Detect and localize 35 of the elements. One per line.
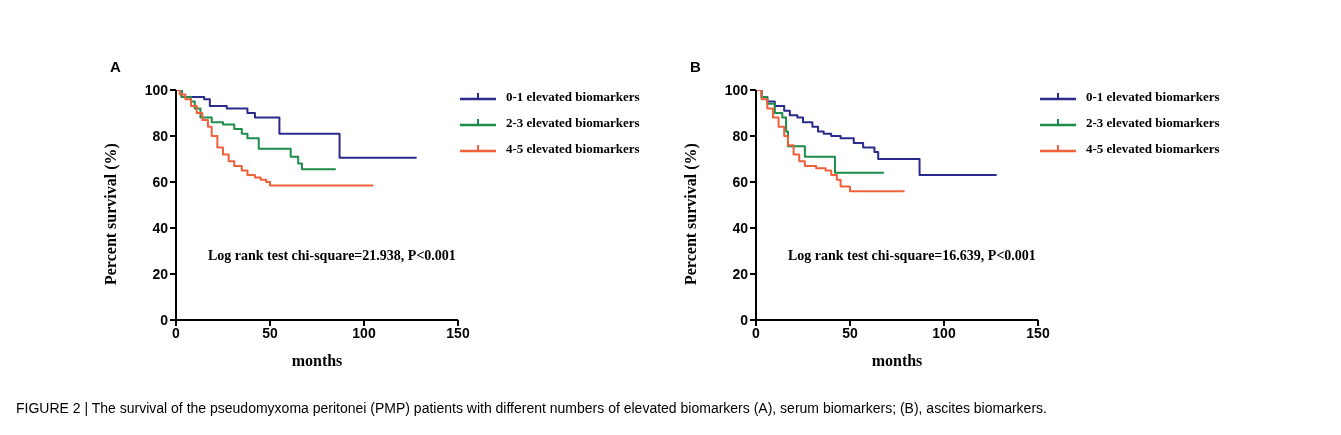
y-tick-label: 60 — [152, 173, 169, 190]
legend-label: 4-5 elevated biomarkers — [506, 141, 640, 157]
y-tick-label: 20 — [732, 265, 749, 282]
y-tick-label: 60 — [732, 173, 749, 190]
y-tick-label: 80 — [152, 127, 169, 144]
y-axis-title: Percent survival (%) — [681, 143, 700, 285]
caption: FIGURE 2 | The survival of the pseudomyxoma peritonei (PMP) patients with different numbers of elevated biomarkers (A), serum biomarkers; (B), ascites biomarkers. — [15, 400, 1048, 416]
y-tick-label: 80 — [732, 127, 749, 144]
legend-label: 0-1 elevated biomarkers — [506, 89, 640, 105]
x-tick-label: 0 — [752, 324, 761, 341]
y-axis-title: Percent survival (%) — [101, 143, 120, 285]
annotation: Log rank test chi-square=16.639, P<0.001 — [788, 248, 1036, 264]
y-tick-label: 40 — [732, 219, 749, 236]
y-tick-label: 0 — [740, 311, 749, 328]
x-axis-title: months — [291, 352, 343, 369]
y-tick-label: 40 — [152, 219, 169, 236]
legend-label: 4-5 elevated biomarkers — [1086, 141, 1220, 157]
x-tick-label: 100 — [932, 324, 956, 341]
x-tick-label: 50 — [842, 324, 858, 341]
y-tick-label: 20 — [152, 265, 169, 282]
legend-label: 0-1 elevated biomarkers — [1086, 89, 1220, 105]
x-tick-label: 50 — [262, 324, 278, 341]
x-tick-label: 100 — [352, 324, 376, 341]
y-tick-label: 0 — [160, 311, 169, 328]
annotation: Log rank test chi-square=21.938, P<0.001 — [208, 248, 456, 264]
chart-title: B — [690, 58, 701, 75]
chart-title: A — [110, 58, 121, 75]
x-axis-title: months — [871, 352, 923, 369]
y-tick-label: 100 — [144, 81, 169, 98]
legend-label: 2-3 elevated biomarkers — [506, 115, 640, 131]
x-tick-label: 0 — [172, 324, 181, 341]
x-tick-label: 150 — [446, 324, 470, 341]
x-tick-label: 150 — [1026, 324, 1050, 341]
legend-label: 2-3 elevated biomarkers — [1086, 115, 1220, 131]
y-tick-label: 100 — [724, 81, 749, 98]
